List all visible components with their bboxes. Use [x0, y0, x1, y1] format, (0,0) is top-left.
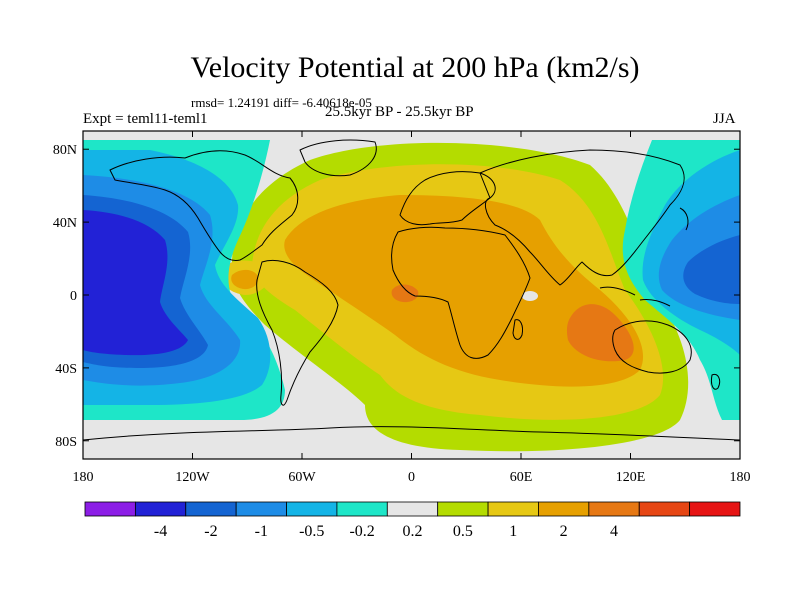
longitude-axis: 180 120W 60W 0 60E 120E 180 [73, 131, 751, 485]
colorbar-swatch [235, 501, 287, 517]
lon-tick-label: 180 [730, 470, 751, 485]
map-title: Velocity Potential at 200 hPa (km2/s) [190, 51, 640, 84]
colorbar-swatch [336, 501, 388, 517]
colorbar-label: -2 [204, 523, 217, 540]
coast-asia [479, 149, 685, 286]
coast-antarctica [83, 426, 740, 441]
colorbar: -4 -2 -1 -0.5 -0.2 0.2 0.5 1 2 4 [84, 501, 741, 540]
lon-tick-label: 120W [175, 470, 210, 485]
coast-australia [612, 320, 692, 374]
map-panel [83, 131, 740, 459]
colorbar-label: 1 [509, 523, 517, 540]
colorbar-label: -0.2 [349, 523, 374, 540]
colorbar-swatch [185, 501, 237, 517]
colorbar-swatch [538, 501, 590, 517]
contour-positive-higher [566, 304, 634, 362]
coast-south-america [256, 259, 339, 406]
lat-tick-label: 0 [70, 289, 77, 304]
colorbar-swatch [437, 501, 489, 517]
colorbar-label: -0.5 [299, 523, 324, 540]
coast-indonesia [599, 286, 671, 307]
colorbar-label: 4 [610, 523, 618, 540]
coast-north-america [109, 150, 299, 261]
colorbar-swatch [689, 501, 741, 517]
colorbar-label: 0.2 [403, 523, 423, 540]
lon-tick-label: 0 [408, 470, 415, 485]
colorbar-swatch [84, 501, 136, 517]
colorbar-label: -4 [154, 523, 167, 540]
experiment-label: Expt = teml11-teml1 [83, 111, 208, 127]
colorbar-swatch [588, 501, 640, 517]
colorbar-label: 0.5 [453, 523, 473, 540]
coast-new-zealand [711, 373, 721, 390]
contour-positive-high [284, 195, 644, 387]
coastlines [83, 139, 740, 441]
lat-tick-label: 40S [55, 362, 77, 377]
coast-greenland [299, 139, 377, 177]
colorbar-swatch [487, 501, 539, 517]
lon-tick-label: 180 [73, 470, 94, 485]
season-label: JJA [713, 111, 736, 127]
coast-africa [391, 226, 531, 359]
colorbar-swatch [638, 501, 691, 517]
stats-label: rmsd= 1.24191 diff= -6.40618e-05 [191, 95, 372, 110]
lat-tick-label: 80N [53, 143, 77, 158]
contour-negative-east-pacific-core [83, 210, 188, 356]
colorbar-label: -1 [255, 523, 268, 540]
period-label: 25.5kyr BP - 25.5kyr BP [325, 104, 474, 120]
contour-positive-panama-core [231, 269, 259, 290]
lon-tick-label: 120E [616, 470, 646, 485]
contour-negative-west-pacific-core [683, 235, 740, 304]
lon-tick-label: 60W [288, 470, 316, 485]
colorbar-swatch [386, 501, 439, 517]
colorbar-label: 2 [560, 523, 568, 540]
coast-japan [679, 207, 689, 231]
contour-positive-peak-west-africa [391, 284, 419, 303]
lon-tick-label: 60E [510, 470, 533, 485]
colorbar-swatch [286, 501, 338, 517]
colorbar-swatch [134, 501, 187, 517]
lat-tick-label: 40N [53, 216, 77, 231]
lat-tick-label: 80S [55, 435, 77, 450]
latitude-axis: 80N 40N 0 40S 80S [53, 143, 740, 450]
coast-madagascar [512, 319, 523, 340]
